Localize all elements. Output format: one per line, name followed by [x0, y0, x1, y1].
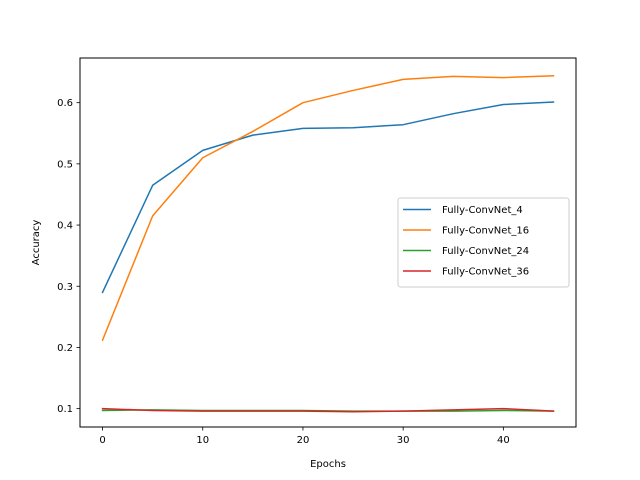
- series-line-4: [101, 407, 555, 413]
- y-tick-label: 0.4: [57, 221, 73, 232]
- x-axis-label: Epochs: [310, 459, 346, 470]
- y-tick-label: 0.1: [57, 404, 73, 415]
- series-line-2: [101, 74, 555, 342]
- y-tick-label: 0.5: [57, 159, 73, 170]
- y-tick-label: 0.3: [57, 282, 73, 293]
- series-line-1: [101, 101, 555, 294]
- y-tick-label: 0.6: [57, 98, 73, 109]
- x-tick-label: 20: [297, 435, 310, 446]
- legend: Fully-ConvNet_4 Fully-ConvNet_16 Fully-Con…: [397, 197, 570, 288]
- x-axis-ticks: 0 10 20 30 40: [99, 427, 510, 446]
- x-tick-label: 30: [397, 435, 410, 446]
- legend-label: Fully-ConvNet_36: [442, 267, 529, 278]
- legend-label: Fully-ConvNet_24: [442, 246, 529, 257]
- x-tick-label: 10: [196, 435, 209, 446]
- plot-frame: [79, 57, 577, 428]
- y-axis-ticks: 0.1 0.2 0.3 0.4 0.5 0.6: [57, 98, 80, 415]
- legend-label: Fully-ConvNet_16: [442, 226, 529, 237]
- legend-label: Fully-ConvNet_4: [442, 205, 523, 216]
- y-tick-label: 0.2: [57, 343, 73, 354]
- x-tick-label: 0: [99, 435, 105, 446]
- y-axis-label: Accuracy: [31, 220, 42, 266]
- x-tick-label: 40: [497, 435, 510, 446]
- legend-box: [397, 197, 570, 288]
- plot-lines: [101, 74, 555, 413]
